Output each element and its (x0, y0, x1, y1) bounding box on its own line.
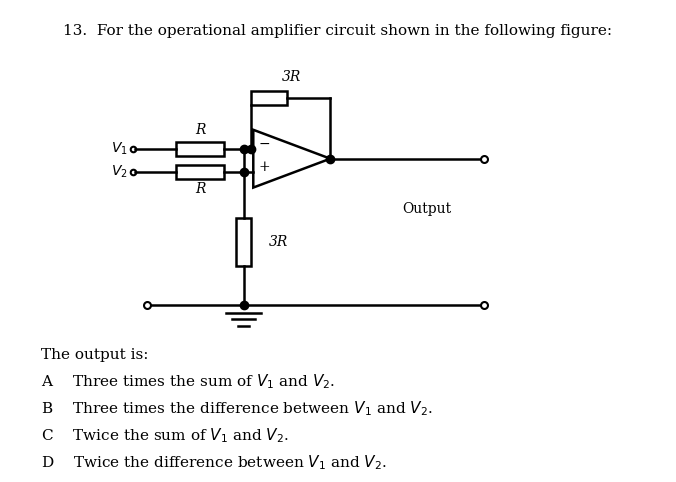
Text: D  Twice the difference between $V_1$ and $V_2$.: D Twice the difference between $V_1$ and… (41, 453, 387, 472)
Text: R: R (195, 183, 206, 197)
Text: $V_2$: $V_2$ (112, 164, 128, 180)
Text: −: − (258, 137, 270, 151)
Text: C  Twice the sum of $V_1$ and $V_2$.: C Twice the sum of $V_1$ and $V_2$. (41, 426, 289, 445)
Text: 3R: 3R (282, 70, 301, 84)
Text: B  Three times the difference between $V_1$ and $V_2$.: B Three times the difference between $V_… (41, 400, 433, 418)
Text: Output: Output (402, 202, 451, 216)
Text: $V_1$: $V_1$ (112, 141, 128, 157)
Text: 3R: 3R (268, 235, 288, 249)
Bar (251, 91, 287, 105)
Text: R: R (195, 123, 206, 137)
Text: +: + (258, 161, 270, 174)
Bar (236, 218, 251, 267)
Text: A  Three times the sum of $V_1$ and $V_2$.: A Three times the sum of $V_1$ and $V_2$… (41, 373, 335, 391)
Text: The output is:: The output is: (41, 348, 149, 362)
Bar (176, 142, 224, 156)
Bar (176, 165, 224, 179)
Text: 13.  For the operational amplifier circuit shown in the following figure:: 13. For the operational amplifier circui… (64, 24, 612, 38)
